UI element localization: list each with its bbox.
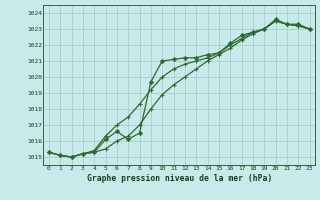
X-axis label: Graphe pression niveau de la mer (hPa): Graphe pression niveau de la mer (hPa)	[87, 174, 272, 183]
